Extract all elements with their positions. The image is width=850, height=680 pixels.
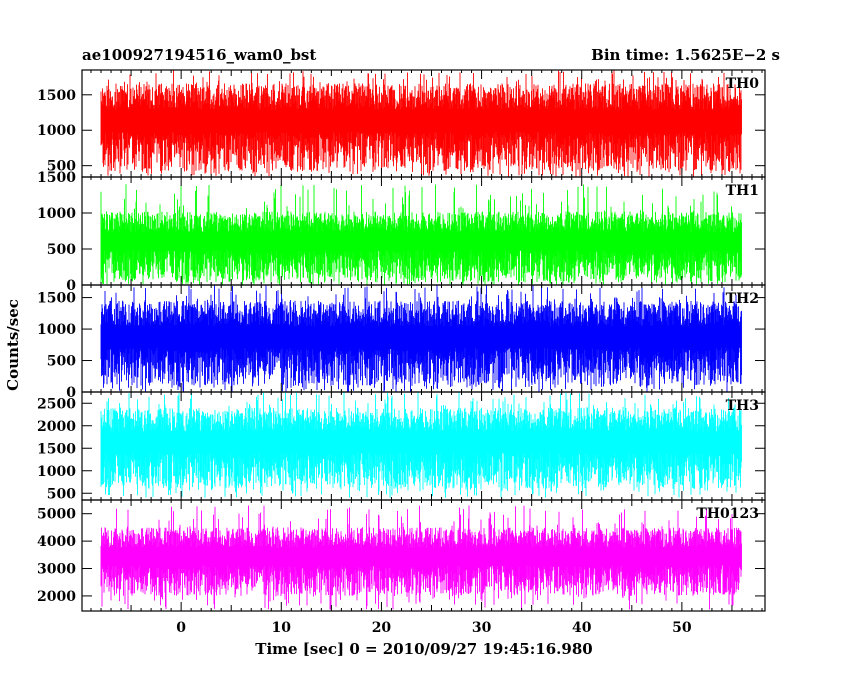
panel-label: TH3 [726,398,759,414]
panels: 50010001500TH0050010001500TH105001000150… [37,69,766,636]
panel-label: TH0123 [696,506,759,522]
panel-label: TH1 [726,183,759,199]
y-tick-label: 5000 [37,507,76,523]
x-tick-label: 10 [272,620,292,636]
y-tick-label: 1500 [37,88,76,104]
x-tick-label: 40 [572,620,592,636]
x-tick-label: 50 [672,620,692,636]
panel-label: TH2 [726,291,759,307]
y-tick-label: 500 [47,486,76,502]
panel-th1: 0 500 1000 1500 TH1 [37,170,766,294]
y-tick-label: 2500 [37,396,76,412]
y-tick-label: 1000 [37,123,76,139]
series-th0 [100,70,742,177]
panel-th0: 500 1000 1500 TH0 [37,69,766,178]
y-tick-label: 1000 [37,464,76,480]
x-tick-label: 20 [372,620,392,636]
bin-time-label: Bin time: 1.5625E−2 s [591,46,780,64]
y-tick-label: 500 [47,354,76,370]
panel-th2: 0 500 1000 1500 TH2 [37,284,766,401]
y-tick-label: 1500 [37,291,76,307]
chart-title: ae100927194516_wam0_bst [82,46,316,64]
y-tick-label: 0 [66,385,76,401]
y-tick-label: 1500 [37,170,76,186]
y-tick-label: 3000 [37,562,76,578]
series-th0123 [100,505,742,610]
series-th2 [100,285,742,392]
y-tick-label: 2000 [37,589,76,605]
panel-th3: 500 1000 1500 2000 2500 TH3 [37,391,766,502]
y-tick-label: 500 [47,242,76,258]
x-axis-label: Time [sec] 0 = 2010/09/27 19:45:16.980 [255,640,592,658]
y-tick-label: 1500 [37,441,76,457]
y-tick-label: 1000 [37,322,76,338]
series-th3 [100,392,742,498]
x-tick-label: 30 [472,620,492,636]
y-tick-label: 500 [47,159,76,175]
y-tick-label: 4000 [37,534,76,550]
series-th1 [100,184,742,285]
panel-th0123: 2000 3000 4000 5000 TH0123 [37,499,766,612]
x-tick-label: 0 [176,620,186,636]
y-tick-label: 0 [66,278,76,294]
panel-label: TH0 [726,76,760,92]
y-tick-label: 2000 [37,419,76,435]
y-tick-label: 1000 [37,206,76,222]
y-axis-label: Counts/sec [4,299,22,391]
panel-frame [81,499,766,612]
